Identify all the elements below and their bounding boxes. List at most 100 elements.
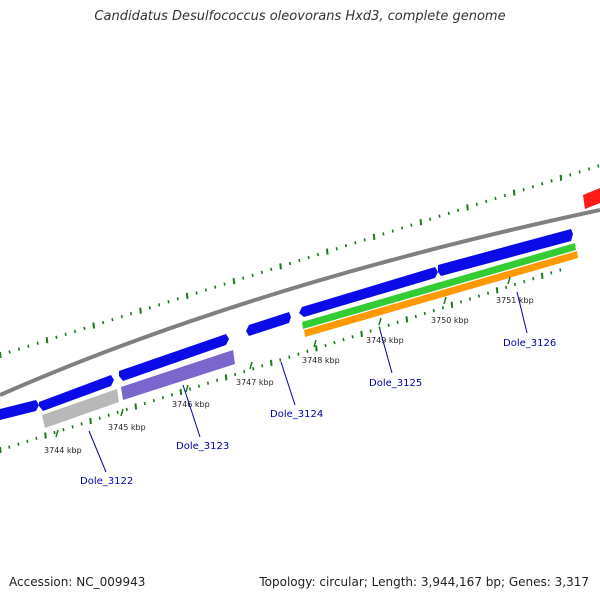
scale-tick bbox=[414, 314, 417, 319]
scale-tick bbox=[170, 393, 173, 397]
scale-tick bbox=[335, 247, 338, 251]
scale-tick bbox=[522, 187, 525, 192]
scale-tick bbox=[216, 378, 219, 382]
gene-label-dole-3124[interactable]: Dole_3124 bbox=[270, 409, 323, 420]
cds-arrow[interactable] bbox=[0, 400, 39, 420]
scale-tick bbox=[176, 297, 179, 301]
kbp-tick bbox=[507, 276, 511, 285]
scale-tick bbox=[419, 219, 423, 226]
scale-tick bbox=[410, 223, 413, 227]
scale-tick bbox=[206, 381, 210, 385]
scale-tick bbox=[298, 258, 301, 263]
cds-arrow[interactable] bbox=[299, 267, 438, 317]
scale-tick bbox=[80, 422, 83, 426]
scale-tick bbox=[486, 291, 490, 295]
scale-tick bbox=[158, 303, 161, 307]
scale-tick bbox=[89, 417, 92, 425]
scale-tick bbox=[441, 306, 444, 310]
scale-tick bbox=[134, 403, 138, 410]
feature-orange[interactable] bbox=[304, 251, 578, 337]
scale-tick bbox=[161, 396, 164, 400]
kbp-label: 3750 kbp bbox=[431, 316, 469, 325]
scale-tick bbox=[372, 233, 376, 240]
scale-tick bbox=[232, 278, 236, 285]
scale-tick bbox=[363, 238, 366, 242]
kbp-scale: 3744 kbp 3745 kbp 3746 kbp 3747 kbp 3748… bbox=[44, 276, 534, 455]
kbp-label: 3749 kbp bbox=[366, 336, 404, 345]
feature-gray[interactable] bbox=[42, 389, 119, 428]
kbp-tick bbox=[185, 384, 189, 393]
gene-label-dole-3125[interactable]: Dole_3125 bbox=[369, 378, 422, 389]
scale-tick bbox=[297, 352, 300, 356]
scale-tick bbox=[111, 317, 114, 322]
scale-tick bbox=[107, 413, 110, 417]
scale-tick bbox=[234, 372, 237, 377]
scale-tick bbox=[27, 344, 30, 348]
scale-tick bbox=[0, 351, 2, 359]
scale-tick bbox=[387, 323, 390, 327]
gene-leader-line bbox=[182, 384, 201, 438]
scale-tick bbox=[279, 358, 282, 362]
scale-tick bbox=[429, 217, 432, 221]
scale-tick bbox=[261, 364, 264, 368]
gene-label-dole-3123[interactable]: Dole_3123 bbox=[176, 441, 229, 452]
scale-tick bbox=[0, 446, 2, 454]
scale-tick bbox=[288, 261, 292, 266]
scale-tick bbox=[55, 335, 58, 339]
scale-tick bbox=[139, 307, 142, 314]
gene-leader-line bbox=[88, 430, 107, 473]
scale-tick bbox=[35, 436, 38, 441]
scale-tick bbox=[167, 300, 170, 304]
feature-red[interactable] bbox=[583, 188, 600, 209]
scale-tick bbox=[188, 387, 192, 391]
scale-tick bbox=[242, 276, 245, 280]
scale-tick bbox=[532, 277, 535, 281]
kbp-label: 3745 kbp bbox=[108, 423, 146, 432]
tick-marks bbox=[0, 164, 600, 454]
feature-purple[interactable] bbox=[121, 350, 235, 400]
scale-tick bbox=[495, 287, 499, 294]
scale-tick bbox=[401, 226, 404, 230]
kbp-tick bbox=[249, 361, 253, 370]
scale-tick bbox=[130, 312, 133, 316]
scale-tick bbox=[279, 263, 282, 270]
scale-tick bbox=[224, 374, 228, 381]
scale-tick bbox=[333, 340, 336, 345]
feature-green[interactable] bbox=[302, 243, 576, 329]
scale-tick bbox=[64, 332, 67, 336]
scale-tick bbox=[597, 164, 600, 168]
scale-tick bbox=[252, 367, 255, 371]
scale-tick bbox=[503, 193, 506, 198]
scale-tick bbox=[326, 248, 329, 255]
scale-tick bbox=[143, 401, 146, 406]
gene-labels: Dole_3122 Dole_3123 Dole_3124 Dole_3125 … bbox=[80, 291, 556, 487]
scale-tick bbox=[98, 416, 101, 420]
scale-tick bbox=[438, 214, 441, 218]
cds-arrow[interactable] bbox=[438, 229, 573, 276]
scale-tick bbox=[45, 337, 49, 344]
scale-tick bbox=[316, 252, 320, 257]
cds-arrow[interactable] bbox=[246, 312, 291, 336]
scale-tick bbox=[494, 196, 497, 201]
scale-tick bbox=[53, 430, 56, 435]
cds-arrow[interactable] bbox=[119, 334, 229, 381]
scale-tick bbox=[569, 173, 572, 177]
gene-label-dole-3126[interactable]: Dole_3126 bbox=[503, 338, 556, 349]
scale-tick bbox=[531, 185, 534, 189]
gene-label-dole-3122[interactable]: Dole_3122 bbox=[80, 476, 133, 487]
scale-tick bbox=[8, 350, 11, 354]
gene-leader-line bbox=[379, 329, 393, 374]
scale-tick bbox=[360, 330, 363, 337]
scale-tick bbox=[459, 300, 462, 304]
scale-tick bbox=[8, 445, 11, 449]
scale-tick bbox=[550, 271, 553, 275]
kbp-label: 3747 kbp bbox=[236, 378, 274, 387]
genome-summary-text: Topology: circular; Length: 3,944,167 bp… bbox=[259, 575, 589, 589]
scale-tick bbox=[468, 297, 472, 301]
scale-tick bbox=[485, 199, 488, 204]
scale-tick bbox=[475, 202, 478, 207]
scale-tick bbox=[197, 384, 201, 388]
cds-arrow[interactable] bbox=[39, 375, 114, 411]
scale-tick bbox=[116, 410, 119, 414]
kbp-label: 3751 kbp bbox=[496, 296, 534, 305]
